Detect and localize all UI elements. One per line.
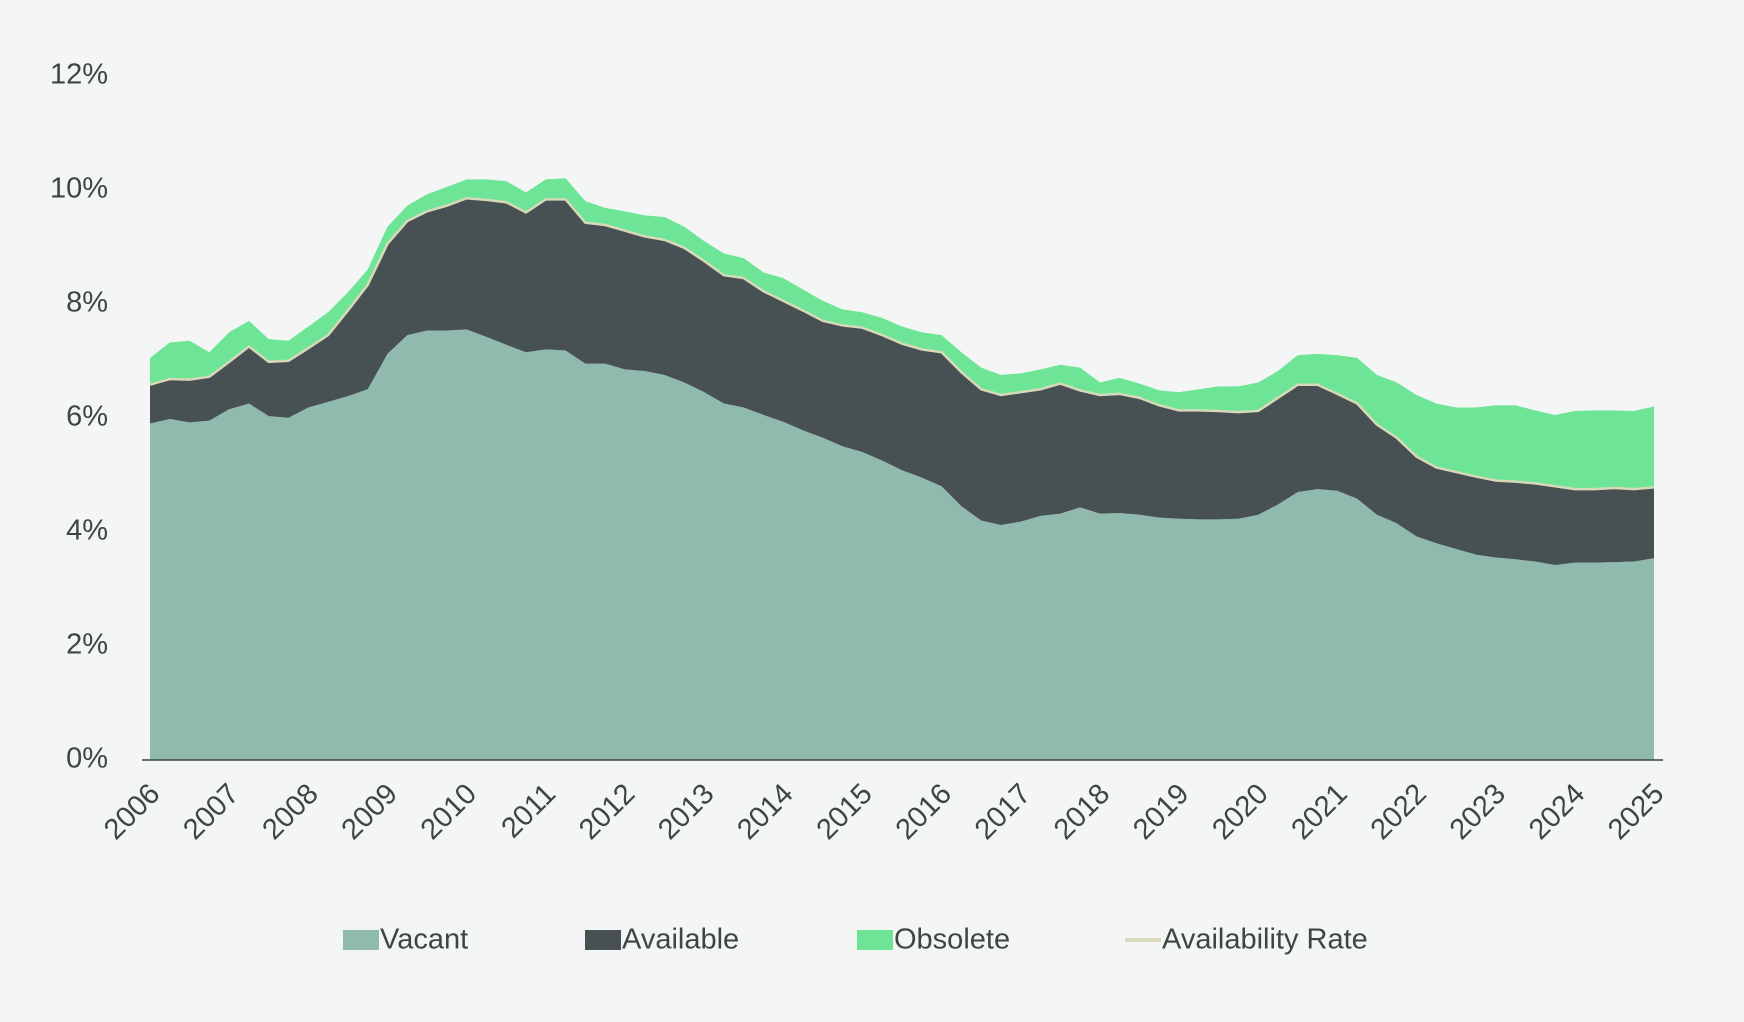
legend-swatch [343, 930, 379, 950]
y-tick-label: 2% [66, 629, 108, 661]
x-tick-label: 2024 [1523, 778, 1591, 846]
x-tick-label: 2015 [811, 778, 879, 846]
x-tick-label: 2011 [495, 778, 562, 845]
legend-label: Available [622, 924, 739, 956]
legend-label: Vacant [380, 924, 468, 956]
x-tick-label: 2007 [177, 778, 245, 846]
y-tick-label: 6% [66, 400, 108, 432]
x-tick-label: 2016 [890, 778, 958, 846]
x-tick-label: 2025 [1602, 778, 1670, 846]
legend-swatch [857, 930, 893, 950]
x-tick-label: 2009 [336, 778, 404, 846]
legend-label: Availability Rate [1162, 924, 1368, 956]
y-tick-label: 10% [50, 172, 108, 204]
x-tick-label: 2010 [415, 778, 483, 846]
area [150, 329, 1654, 760]
x-tick-label: 2019 [1127, 778, 1195, 846]
x-tick-label: 2023 [1444, 778, 1512, 846]
x-tick-label: 2006 [98, 778, 166, 846]
legend-label: Obsolete [894, 924, 1010, 956]
line [149, 196, 1655, 491]
y-tick-label: 4% [66, 515, 108, 547]
x-tick-label: 2018 [1048, 778, 1116, 846]
legend-swatch [585, 930, 621, 950]
x-tick-label: 2017 [969, 778, 1037, 846]
x-tick-label: 2022 [1365, 778, 1433, 846]
y-tick-label: 0% [66, 743, 108, 775]
x-tick-label: 2013 [652, 778, 720, 846]
x-tick-label: 2012 [573, 778, 641, 846]
y-tick-label: 8% [66, 286, 108, 318]
x-tick-label: 2021 [1285, 778, 1353, 846]
y-tick-label: 12% [50, 58, 108, 90]
x-tick-label: 2020 [1206, 778, 1274, 846]
x-tick-label: 2014 [731, 778, 799, 846]
area [150, 198, 1654, 565]
x-tick-label: 2008 [256, 778, 324, 846]
area [150, 178, 1654, 490]
